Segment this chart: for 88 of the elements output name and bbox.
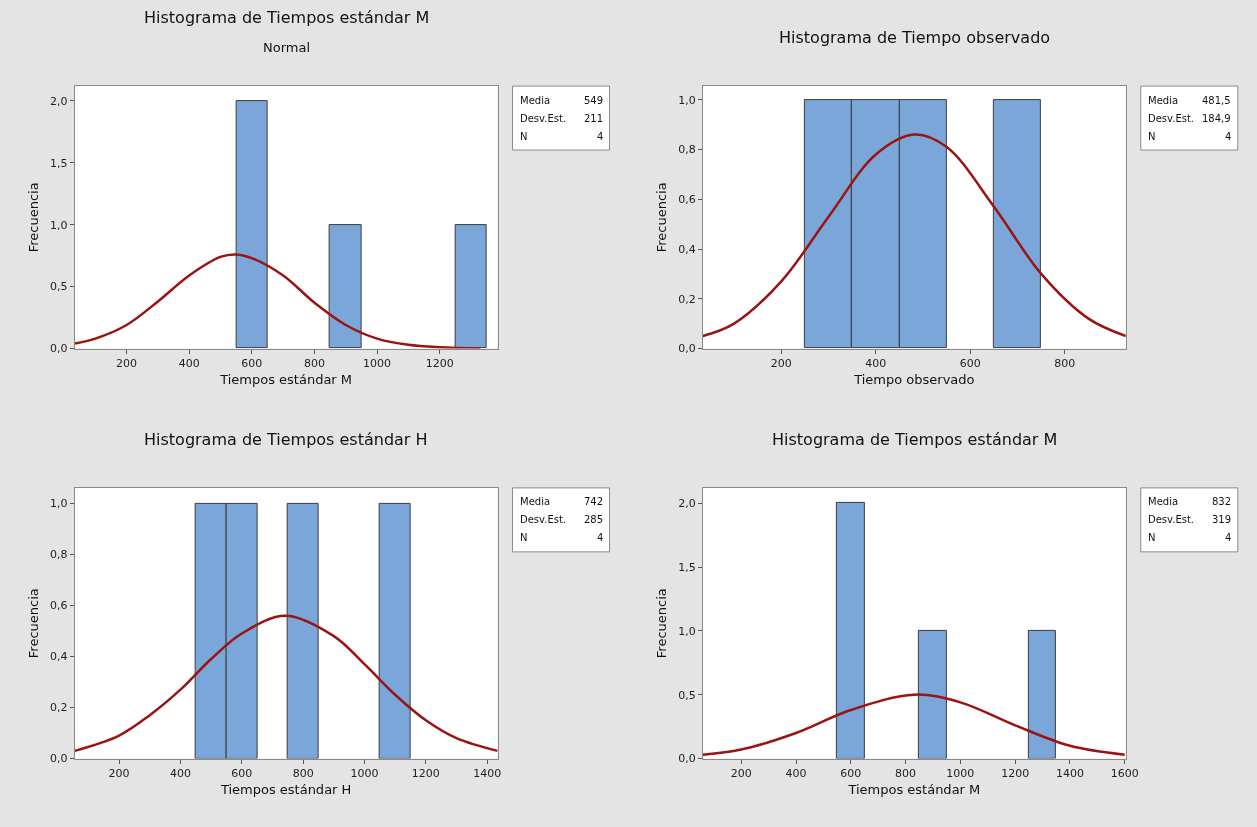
x-tick-label: 200 [116,356,138,370]
x-tick-label: 1200 [425,356,454,370]
y-tick-label: 1,5 [678,560,696,574]
x-tick-label: 800 [895,766,917,780]
text: N [520,131,528,142]
y-tick-label: 0,6 [49,599,68,613]
x-tick-label: 800 [1054,356,1076,370]
y-tick-label: 0,8 [678,143,696,157]
text: 319 [1212,514,1232,525]
text: 4 [597,131,604,142]
y-tick-label: 0,4 [49,650,68,664]
text: 481,5 [1202,95,1231,106]
x-tick-label: 600 [241,356,263,370]
y-axis-title: Frecuencia [25,588,41,659]
x-tick-label: 600 [959,356,981,370]
y-tick-label: 2,0 [49,94,68,108]
x-tick-label: 1400 [473,766,502,780]
text: N [520,532,528,543]
line-series [702,693,1126,756]
text: N [1148,131,1156,142]
y-tick-label: 0,6 [678,193,696,207]
text: 549 [584,95,604,106]
y-tick-label: 1,0 [49,497,68,511]
x-tick-label: 1000 [350,766,379,780]
y-tick-label: 0,5 [678,688,696,702]
x-tick-label: 1200 [411,766,440,780]
x-axis-title: Tiempos estándar M [219,372,353,388]
chart-title: Histograma de Tiempos estándar H [144,430,428,449]
y-tick-label: 0,4 [678,242,696,256]
text: Desv.Est. [1148,514,1195,525]
text: 285 [584,514,604,525]
x-axis-title: Tiempos estándar M [847,782,981,798]
text: Media [1148,496,1179,507]
y-tick-label: 0,0 [678,342,696,356]
x-tick-label: 800 [303,356,325,370]
text: Desv.Est. [1148,113,1195,124]
y-axis-title: Frecuencia [654,588,670,659]
line-series [702,133,1126,338]
line-series [74,253,482,349]
x-tick-label: 1200 [1001,766,1030,780]
y-tick-label: 1,0 [678,93,696,107]
y-axis-title: Frecuencia [654,182,670,253]
x-tick-label: 400 [169,766,191,780]
x-tick-label: 1000 [363,356,392,370]
y-tick-label: 1,0 [678,624,696,638]
y-tick-label: 0,0 [49,752,68,766]
text: Media [1148,95,1179,106]
y-tick-label: 0,2 [49,701,68,715]
text: 211 [584,113,604,124]
x-tick-label: 200 [770,356,792,370]
text: 832 [1212,496,1232,507]
text: 4 [1225,131,1232,142]
text: Desv.Est. [520,514,567,525]
y-tick-label: 1,0 [49,218,68,232]
text: Media [520,496,551,507]
x-tick-label: 400 [178,356,200,370]
chart-title: Histograma de Tiempos estándar M [772,430,1058,449]
chart-title: Histograma de Tiempos estándar M [144,8,430,27]
y-axis-title: Frecuencia [25,182,41,253]
y-tick-label: 0,8 [49,548,68,562]
x-tick-label: 800 [292,766,314,780]
x-tick-label: 200 [730,766,752,780]
x-tick-label: 600 [231,766,253,780]
x-tick-label: 200 [108,766,130,780]
text: 4 [597,532,604,543]
text: Media [520,95,551,106]
text: Desv.Est. [520,113,567,124]
y-tick-label: 2,0 [678,497,696,511]
x-axis-title: Tiempo observado [853,372,975,388]
y-tick-label: 0,0 [678,752,696,766]
chart-subtitle: Normal [263,40,311,55]
x-tick-label: 400 [865,356,887,370]
x-axis-title: Tiempos estándar H [219,782,352,798]
text: N [1148,532,1156,543]
y-tick-label: 0,5 [49,280,68,294]
text: 184,9 [1202,113,1231,124]
y-tick-label: 0,0 [49,342,68,356]
x-tick-label: 400 [785,766,807,780]
chart-title: Histograma de Tiempo observado [779,28,1051,47]
line-series [74,614,498,753]
x-tick-label: 1400 [1055,766,1084,780]
x-tick-label: 1600 [1110,766,1139,780]
y-tick-label: 0,2 [678,292,696,306]
x-tick-label: 600 [840,766,862,780]
text: 742 [584,496,604,507]
text: 4 [1225,532,1232,543]
x-tick-label: 1000 [946,766,975,780]
y-tick-label: 1,5 [49,156,68,170]
